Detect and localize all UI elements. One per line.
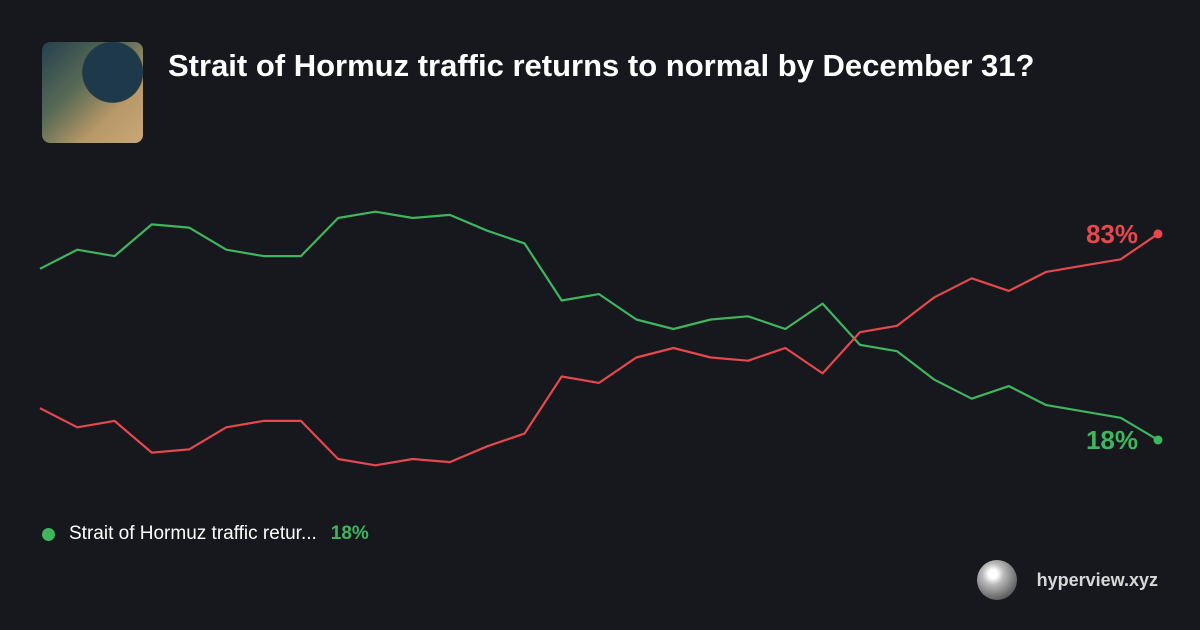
brand-logo bbox=[976, 560, 1017, 600]
end-label: 83% bbox=[1086, 219, 1138, 249]
legend: Strait of Hormuz traffic retur... 18% bbox=[42, 523, 369, 545]
series-line bbox=[39, 210, 1159, 441]
chart-title: Strait of Hormuz traffic returns to norm… bbox=[168, 48, 1035, 83]
brand: hyperview.xyz bbox=[976, 560, 1158, 600]
brand-text: hyperview.xyz bbox=[1036, 569, 1158, 590]
end-dot bbox=[1153, 435, 1163, 445]
legend-value: 18% bbox=[330, 523, 369, 544]
end-label: 18% bbox=[1086, 425, 1138, 455]
market-thumbnail bbox=[42, 42, 143, 143]
series-line bbox=[39, 232, 1159, 467]
legend-label: Strait of Hormuz traffic retur... bbox=[69, 523, 317, 544]
end-dot bbox=[1153, 229, 1163, 239]
legend-swatch bbox=[42, 527, 55, 541]
